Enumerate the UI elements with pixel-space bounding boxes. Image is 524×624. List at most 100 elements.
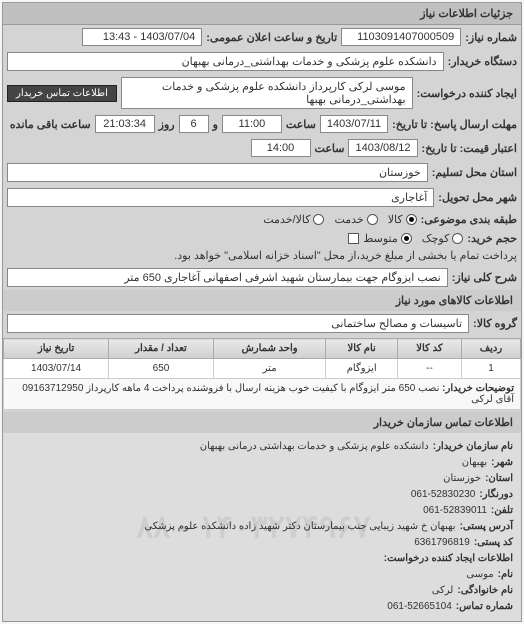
req-no-label: شماره نیاز: [465,31,517,44]
cprov-label: استان: [485,471,513,487]
radio-both-item[interactable]: کالا/خدمت [263,213,324,226]
remain-days: 6 [179,115,209,133]
buyer-label: دستگاه خریدار: [448,55,517,68]
table-header-row: ردیف کد کالا نام کالا واحد شمارش تعداد /… [4,339,521,359]
th-name: نام کالا [326,339,398,359]
row-volume: حجم خرید: کوچک متوسط پرداخت تمام یا بخشی… [3,229,521,265]
td-date: 1403/07/14 [4,359,109,379]
th-date: تاریخ نیاز [4,339,109,359]
td-code: -- [397,359,461,379]
req-section-label: اطلاعات ایجاد کننده درخواست: [384,551,513,567]
valid-date: 1403/08/12 [348,139,417,157]
requester-label: ایجاد کننده درخواست: [417,87,517,100]
requester-field: موسی لرکی کارپرداز دانشکده علوم پزشکی و … [121,77,413,109]
radio-service[interactable] [367,214,378,225]
row-deadline: مهلت ارسال پاسخ: تا تاریخ: 1403/07/11 سا… [3,112,521,136]
tel-label: تلفن: [491,503,513,519]
pay-checkbox[interactable] [348,233,359,244]
announce-label: تاریخ و ساعت اعلان عمومی: [206,31,337,44]
contact-section-title: اطلاعات تماس سازمان خریدار [3,412,521,433]
fax-val: 061-52830230 [411,487,476,503]
rtel-val: 061-52665104 [387,599,452,615]
fax-label: دورنگار: [479,487,513,503]
radio-goods-label: کالا [388,213,403,226]
goods-section-title: اطلاعات کالاهای مورد نیاز [3,290,521,311]
ccity-label: شهر: [491,455,513,471]
goods-table: ردیف کد کالا نام کالا واحد شمارش تعداد /… [3,338,521,410]
ccity-val: بهبهان [462,455,487,471]
valid-time: 14:00 [251,139,311,157]
td-name: ایزوگام [326,359,398,379]
row-validity: اعتبار قیمت: تا تاریخ: 1403/08/12 ساعت 1… [3,136,521,160]
radio-service-item[interactable]: خدمت [334,213,377,226]
fname-label: نام: [498,567,513,583]
radio-both[interactable] [313,214,324,225]
valid-label: اعتبار قیمت: تا تاریخ: [422,142,517,155]
remain-and: و [213,118,218,131]
radio-med-label: متوسط [363,232,398,245]
td-row: 1 [461,359,520,379]
province-field: خوزستان [7,163,428,182]
desc-label: توضیحات خریدار: [442,383,514,394]
lname-label: نام خانوادگی: [457,583,513,599]
table-row: 1 -- ایزوگام متر 650 1403/07/14 [4,359,521,379]
org-label: نام سازمان خریدار: [433,439,513,455]
volume-radio-group: کوچک متوسط [363,232,463,245]
post-val: 6361796819 [414,535,470,551]
radio-med-item[interactable]: متوسط [363,232,412,245]
deadline-time: 11:00 [222,115,282,133]
buyer-field: دانشکده علوم پزشکی و خدمات بهداشتی_درمان… [7,52,444,71]
pay-note: پرداخت تمام یا بخشی از مبلغ خرید،از محل … [174,249,517,262]
radio-service-label: خدمت [334,213,363,226]
table-desc-row: توضیحات خریدار: نصب 650 متر ایزوگام با ک… [4,379,521,410]
radio-small[interactable] [452,233,463,244]
row-city: شهر محل تحویل: آغاجاری [3,185,521,210]
radio-small-item[interactable]: کوچک [422,232,464,245]
panel-header: جزئیات اطلاعات نیاز [3,3,521,25]
city-field: آغاجاری [7,188,434,207]
remain-time: 21:03:34 [95,115,155,133]
lname-val: لرکی [432,583,454,599]
req-no-field: 1103091407000509 [341,28,461,46]
remain-days-label: روز [159,118,175,131]
rtel-label: شماره تماس: [456,599,513,615]
volume-label: حجم خرید: [467,232,517,245]
announce-field: 1403/07/04 - 13:43 [82,28,202,46]
th-row: ردیف [461,339,520,359]
post-label: کد پستی: [474,535,513,551]
time-label-1: ساعت [286,118,316,131]
budget-label: طبقه بندی موضوعی: [421,213,517,226]
desc-val: نصب 650 متر ایزوگام با کیفیت خوب هزینه ا… [22,383,514,405]
row-province: استان محل تسلیم: خوزستان [3,160,521,185]
city-label: شهر محل تحویل: [438,191,517,204]
group-label: گروه کالا: [473,317,517,330]
contact-block: نام سازمان خریدار: دانشکده علوم پزشکی و … [3,433,521,621]
deadline-date: 1403/07/11 [320,115,388,133]
contact-button[interactable]: اطلاعات تماس خریدار [7,85,117,102]
province-label: استان محل تسلیم: [432,166,517,179]
radio-small-label: کوچک [422,232,450,245]
radio-med[interactable] [401,233,412,244]
td-qty: 650 [109,359,214,379]
org-val: دانشکده علوم پزشکی و خدمات بهداشتی درمان… [200,439,429,455]
tel-val: 061-52839011 [423,503,487,519]
need-title-label: شرح کلی نیاز: [452,271,517,284]
addr-label: آدرس پستی: [460,519,513,535]
th-code: کد کالا [397,339,461,359]
radio-goods[interactable] [406,214,417,225]
need-title-field: نصب ایزوگام جهت بیمارستان شهید اشرفی اصف… [7,268,448,287]
row-req-no: شماره نیاز: 1103091407000509 تاریخ و ساع… [3,25,521,49]
row-buyer: دستگاه خریدار: دانشکده علوم پزشکی و خدما… [3,49,521,74]
cprov-val: خوزستان [443,471,481,487]
row-group: گروه کالا: تاسیسات و مصالح ساختمانی [3,311,521,336]
radio-goods-item[interactable]: کالا [388,213,417,226]
budget-radio-group: کالا خدمت کالا/خدمت [263,213,416,226]
addr-val: بهبهان خ شهید زیبایی جنب بیمارستان دکتر … [144,519,455,535]
fname-val: موسی [466,567,493,583]
deadline-label: مهلت ارسال پاسخ: تا تاریخ: [392,118,517,131]
row-requester: ایجاد کننده درخواست: موسی لرکی کارپرداز … [3,74,521,112]
row-need-title: شرح کلی نیاز: نصب ایزوگام جهت بیمارستان … [3,265,521,290]
td-desc: توضیحات خریدار: نصب 650 متر ایزوگام با ک… [4,379,521,410]
td-unit: متر [213,359,326,379]
th-unit: واحد شمارش [213,339,326,359]
